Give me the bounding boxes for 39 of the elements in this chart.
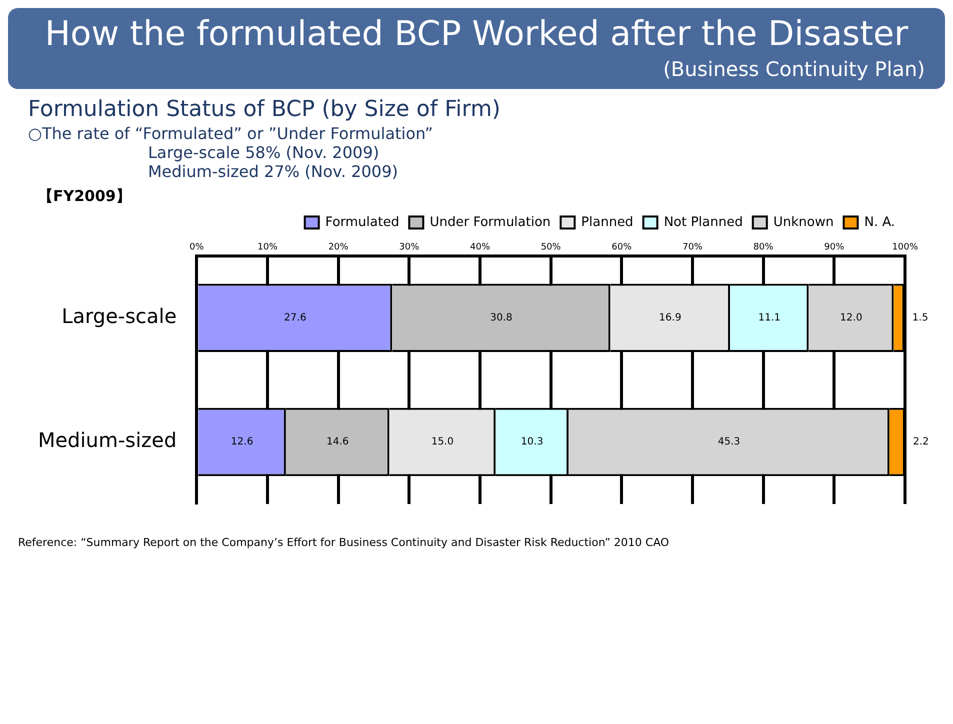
data-label: 10.3 xyxy=(520,436,544,448)
x-tick-label: 80% xyxy=(753,243,774,254)
data-label: 14.6 xyxy=(326,436,349,448)
text: 【FY2009】 xyxy=(38,187,132,206)
x-tick-label: 10% xyxy=(257,243,278,254)
x-tick-label: 50% xyxy=(540,243,562,254)
legend-label: Planned xyxy=(581,215,634,230)
text: Medium-sized 27% (Nov. 2009) xyxy=(148,162,400,182)
data-label: 2.2 xyxy=(913,436,929,448)
x-tick-label: 40% xyxy=(470,243,490,254)
text: Formulation Status of BCP (by Size of Firm) xyxy=(28,97,502,122)
data-label: 12.0 xyxy=(840,312,862,324)
text: Reference: “Summary Report on the Company’s Effort for Business Continuity and Disaster Risk Reduction” 2010 CAO xyxy=(18,536,670,550)
x-tick-label: 90% xyxy=(824,243,845,254)
chart-subtitle: (Business Continuity Plan) xyxy=(662,57,925,82)
y-tick-label: Medium-sized xyxy=(38,428,177,453)
data-label: 30.8 xyxy=(490,312,512,324)
x-tick-label: 100% xyxy=(892,243,918,254)
data-label: 11.1 xyxy=(758,312,780,324)
x-tick-label: 70% xyxy=(682,243,703,254)
data-label: 12.6 xyxy=(230,436,254,448)
data-label: 1.5 xyxy=(912,312,928,324)
y-tick-label: Large-scale xyxy=(62,304,177,328)
legend-label: Not Planned xyxy=(664,215,743,230)
data-label: 16.9 xyxy=(659,312,682,324)
x-tick-label: 20% xyxy=(328,243,349,254)
legend-label: Unknown xyxy=(773,215,834,230)
text: ○The rate of “Formulated” or ”Under Formulation” xyxy=(28,124,434,144)
text: Large-scale 58% (Nov. 2009) xyxy=(148,143,380,162)
chart-title: How the formulated BCP Worked after the Disaster xyxy=(44,14,910,54)
x-tick-label: 0% xyxy=(190,243,204,254)
x-tick-label: 30% xyxy=(399,243,420,254)
legend-label: Under Formulation xyxy=(430,215,551,230)
legend-label: Formulated xyxy=(325,215,400,230)
data-label: 15.0 xyxy=(431,436,454,448)
legend-label: N. A. xyxy=(864,215,896,230)
x-tick-label: 60% xyxy=(612,243,632,254)
data-label: 45.3 xyxy=(718,436,740,448)
data-label: 27.6 xyxy=(284,312,306,324)
